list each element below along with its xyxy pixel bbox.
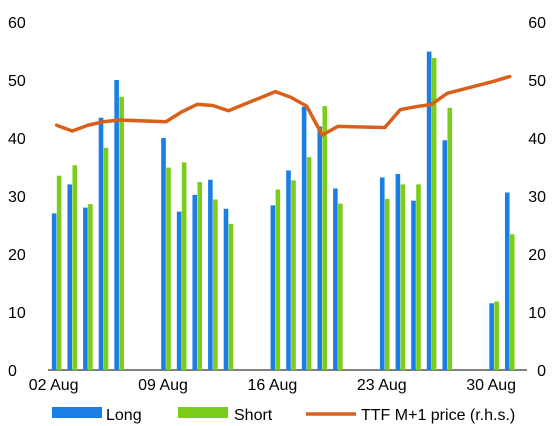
bar-short (88, 204, 93, 370)
bar-short (384, 198, 390, 370)
x-tick-label: 30 Aug (466, 377, 516, 394)
bar-long (442, 140, 448, 370)
y-right-tick-label: 60 (528, 15, 546, 32)
y-left-tick-label: 10 (8, 305, 26, 322)
price-line (54, 74, 512, 137)
axes: 0 10 20 30 40 50 60 0 10 20 30 40 50 60 02 Aug 09 Aug 16… (8, 15, 546, 394)
bar-long (411, 200, 416, 370)
bar-long (176, 211, 182, 370)
y-right-tick-label: 0 (537, 363, 546, 380)
x-tick-label: 16 Aug (247, 377, 297, 394)
bar-long (333, 188, 338, 370)
bar-short (197, 182, 203, 370)
bar-long (489, 303, 494, 370)
bar-short (322, 106, 328, 370)
bar-short (181, 162, 187, 370)
y-left-tick-label: 20 (8, 247, 26, 264)
legend-label: Short (234, 407, 273, 424)
bar-short (103, 147, 109, 370)
bar-short (306, 157, 312, 370)
bar-short (166, 167, 171, 370)
bar-long (301, 106, 307, 371)
bar-short (416, 184, 421, 370)
y-left-tick-label: 30 (8, 189, 26, 206)
x-tick-label: 23 Aug (357, 377, 407, 394)
y-left-tick-label: 50 (8, 73, 26, 90)
y-right-tick-label: 40 (528, 131, 546, 148)
bar-long (286, 170, 291, 370)
x-tick-label: 02 Aug (29, 377, 79, 394)
bar-short (338, 203, 343, 370)
bar-short (400, 184, 406, 370)
bar-long (208, 179, 213, 370)
legend-label: TTF M+1 price (r.h.s.) (361, 407, 515, 424)
bar-long (426, 51, 432, 370)
bar-short (213, 199, 218, 370)
bar-long (67, 184, 73, 370)
legend: Long Short TTF M+1 price (r.h.s.) (52, 407, 515, 424)
bar-long (504, 192, 510, 370)
bar-long (379, 177, 385, 370)
bar-long (223, 208, 229, 370)
bar-short (56, 175, 62, 370)
bar-long (317, 126, 323, 371)
bar-long (114, 80, 119, 370)
bar-long (83, 207, 88, 370)
legend-swatch-long (52, 407, 102, 418)
bar-long (395, 173, 401, 370)
x-tick-label: 09 Aug (138, 377, 188, 394)
bar-short (494, 301, 499, 370)
bar-short (72, 165, 78, 370)
y-right-tick-label: 50 (528, 73, 546, 90)
bar-long (192, 194, 198, 370)
bar-long (161, 138, 166, 370)
y-left-tick-label: 60 (8, 15, 26, 32)
bar-short (509, 234, 515, 370)
bar-short (431, 57, 437, 371)
y-right-tick-label: 10 (528, 305, 546, 322)
legend-swatch-short (178, 407, 228, 418)
y-left-tick-label: 0 (8, 363, 17, 380)
series-line-ttf-price (54, 74, 512, 137)
bar-short (275, 189, 281, 370)
bar-short (291, 180, 296, 370)
bar-short (119, 96, 124, 370)
bar-long (51, 213, 57, 370)
bar-long (98, 117, 104, 370)
legend-label: Long (106, 407, 142, 424)
bar-short (447, 107, 453, 370)
bars (51, 51, 515, 371)
bar-long (270, 205, 276, 370)
y-left-tick-label: 40 (8, 131, 26, 148)
bar-short (228, 223, 234, 370)
y-right-tick-label: 30 (528, 189, 546, 206)
y-right-tick-label: 20 (528, 247, 546, 264)
